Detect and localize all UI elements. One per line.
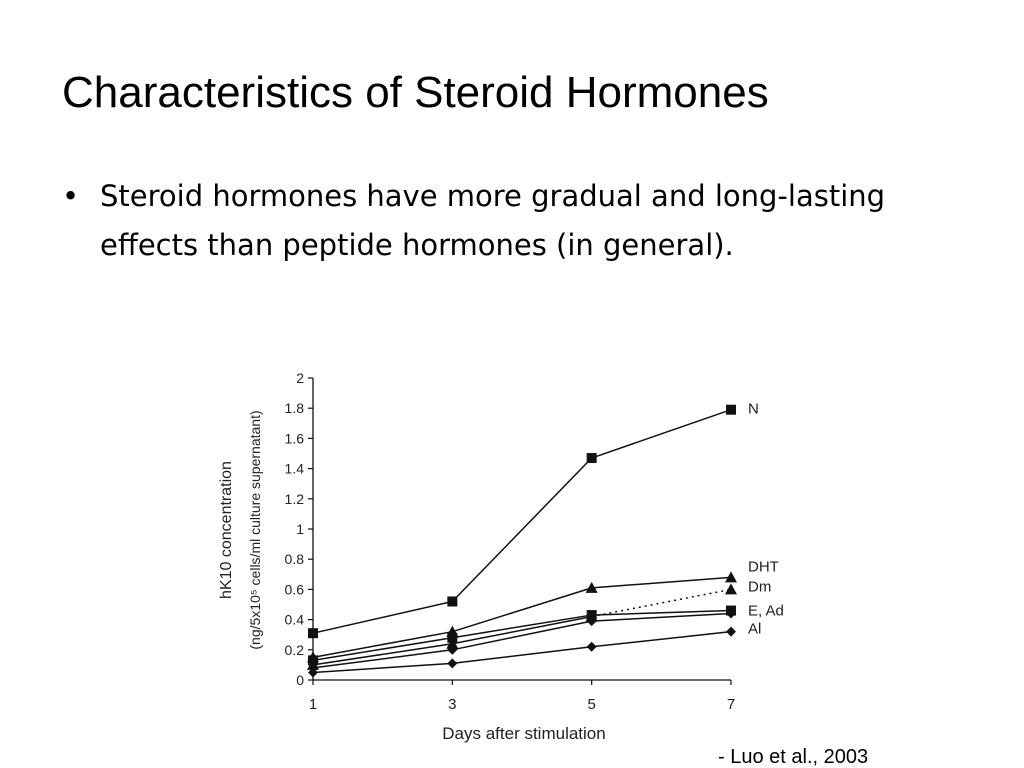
data-point-dm xyxy=(446,637,459,649)
series-line-al xyxy=(591,630,732,648)
series-line-unlabeled-5 xyxy=(312,649,453,669)
data-point-unlabeled-5 xyxy=(308,662,318,673)
x-tick-label: 1 xyxy=(309,696,317,713)
data-point-dm xyxy=(307,658,319,670)
data-point-n xyxy=(586,453,597,464)
x-tick-label: 3 xyxy=(448,696,456,713)
data-point-unlabeled-5 xyxy=(586,616,597,627)
y-tick-label: 1.8 xyxy=(285,400,305,416)
y-tick-label: 0.4 xyxy=(285,612,305,628)
y-tick-label: 0.6 xyxy=(285,581,305,597)
series-line-dm xyxy=(312,643,453,666)
data-point-e-ad xyxy=(586,610,597,621)
data-point-al xyxy=(447,658,458,669)
slide-title: Characteristics of Steroid Hormones xyxy=(62,68,769,117)
y-tick-label: 2 xyxy=(296,370,304,386)
bullet-text: Steroid hormones have more gradual and l… xyxy=(100,179,886,262)
legend-label-dht: DHT xyxy=(748,558,779,575)
legend-label-dm: Dm xyxy=(748,578,771,595)
data-point-e-ad xyxy=(726,605,736,616)
data-point-dht xyxy=(307,651,319,663)
citation: - Luo et al., 2003 xyxy=(718,746,869,768)
y-tick-label: 0 xyxy=(296,672,304,688)
series-line-dm xyxy=(591,588,732,618)
data-point-al xyxy=(726,626,736,637)
series-line-n xyxy=(591,409,732,459)
series-line-dht xyxy=(312,630,453,659)
series-line-al xyxy=(452,646,592,665)
data-point-dm xyxy=(585,610,598,622)
data-point-al xyxy=(586,641,597,652)
bullet-marker: • xyxy=(62,179,80,213)
legend-label-n: N xyxy=(748,401,759,418)
data-point-unlabeled-5 xyxy=(726,608,736,619)
data-point-dht xyxy=(446,625,459,637)
data-point-dht xyxy=(725,571,737,583)
legend-label-e-ad: E, Ad xyxy=(748,603,784,620)
y-tick-label: 1 xyxy=(296,521,304,537)
data-point-unlabeled-5 xyxy=(447,644,458,655)
data-point-dm xyxy=(725,583,737,595)
x-tick-label: 7 xyxy=(727,696,735,713)
y-tick-label: 0.2 xyxy=(285,642,305,658)
series-line-unlabeled-5 xyxy=(452,620,592,651)
data-point-dht xyxy=(585,581,598,593)
data-point-n xyxy=(726,404,736,415)
series-line-n xyxy=(312,600,453,634)
series-line-al xyxy=(312,662,453,674)
legend-label-al: Al xyxy=(748,621,761,638)
data-point-al xyxy=(308,667,318,678)
series-line-dm xyxy=(452,615,592,645)
y-tick-label: 1.4 xyxy=(285,461,305,477)
series-line-n xyxy=(451,457,593,603)
data-point-n xyxy=(308,628,318,639)
series-line-dht xyxy=(452,587,592,633)
y-tick-label: 1.2 xyxy=(285,491,305,507)
series-line-e-ad xyxy=(452,614,592,639)
data-point-e-ad xyxy=(447,632,458,643)
series-line-unlabeled-5 xyxy=(591,612,732,622)
data-point-n xyxy=(447,596,458,607)
series-line-e-ad xyxy=(312,636,453,662)
bullet-item: • Steroid hormones have more gradual and… xyxy=(62,172,942,270)
series-line-dht xyxy=(591,576,732,589)
x-axis-label: Days after stimulation xyxy=(442,724,605,743)
series-line-e-ad xyxy=(591,609,732,616)
x-tick-label: 5 xyxy=(587,696,595,713)
y-tick-label: 1.6 xyxy=(285,430,305,446)
y-axis-sublabel: (ng/5x10⁵ cells/ml culture supernatant) xyxy=(247,410,263,649)
data-point-e-ad xyxy=(308,655,318,666)
y-axis-label: hK10 concentration xyxy=(218,461,235,599)
y-tick-label: 0.8 xyxy=(285,551,305,567)
